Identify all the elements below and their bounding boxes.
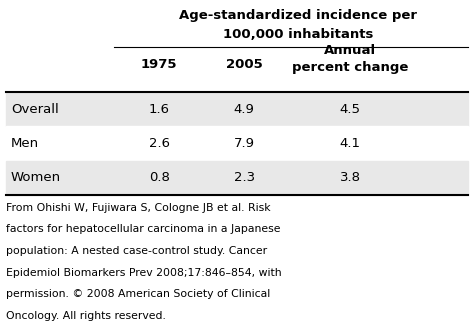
Text: 1.6: 1.6	[149, 103, 170, 116]
Text: 2005: 2005	[226, 58, 263, 71]
Text: 4.5: 4.5	[339, 103, 361, 116]
Text: 100,000 inhabitants: 100,000 inhabitants	[223, 28, 374, 41]
Bar	[6, 161, 468, 195]
Text: Oncology. All rights reserved.: Oncology. All rights reserved.	[6, 311, 166, 321]
Text: 4.9: 4.9	[234, 103, 255, 116]
Text: percent change: percent change	[292, 62, 408, 75]
Text: Women: Women	[11, 171, 61, 184]
Text: 7.9: 7.9	[234, 137, 255, 150]
Text: factors for hepatocellular carcinoma in a Japanese: factors for hepatocellular carcinoma in …	[6, 225, 281, 235]
Text: Annual: Annual	[324, 44, 376, 57]
Text: 0.8: 0.8	[149, 171, 170, 184]
Text: 2.6: 2.6	[149, 137, 170, 150]
Bar	[6, 92, 468, 126]
Text: 1975: 1975	[141, 58, 177, 71]
Text: permission. © 2008 American Society of Clinical: permission. © 2008 American Society of C…	[6, 289, 270, 299]
Bar	[6, 126, 468, 161]
Text: population: A nested case-control study. Cancer: population: A nested case-control study.…	[6, 246, 267, 256]
Text: Overall: Overall	[11, 103, 59, 116]
Text: From Ohishi W, Fujiwara S, Cologne JB et al. Risk: From Ohishi W, Fujiwara S, Cologne JB et…	[6, 203, 271, 213]
Text: Age-standardized incidence per: Age-standardized incidence per	[179, 9, 417, 22]
Text: Men: Men	[11, 137, 39, 150]
Text: Epidemiol Biomarkers Prev 2008;17:846–854, with: Epidemiol Biomarkers Prev 2008;17:846–85…	[6, 268, 282, 278]
Text: 3.8: 3.8	[339, 171, 361, 184]
Text: 2.3: 2.3	[234, 171, 255, 184]
Text: 4.1: 4.1	[339, 137, 361, 150]
